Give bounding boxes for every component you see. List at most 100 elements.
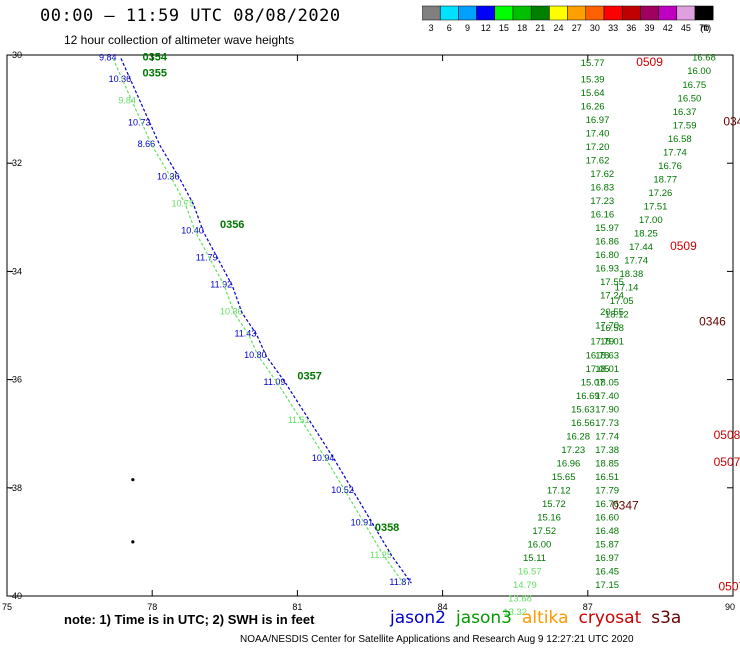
track-texture <box>112 58 404 584</box>
swh-value: 18.63 <box>595 350 619 361</box>
swh-value: 11.79 <box>196 253 218 263</box>
time-stamp: 0354 <box>143 51 168 63</box>
swh-value: 17.59 <box>673 120 697 131</box>
swh-value: 10.36 <box>109 74 132 84</box>
swh-value: 15.16 <box>537 513 561 524</box>
legend-entry-altika: altika <box>522 608 569 628</box>
time-stamp: 0346 <box>699 315 726 329</box>
swh-value: 10.94 <box>312 453 335 463</box>
time-stamp: 0345 <box>723 114 740 128</box>
time-stamp: 0347 <box>612 498 639 512</box>
swh-value: 16.86 <box>595 237 619 248</box>
swh-value: 17.14 <box>615 283 639 294</box>
swh-value: 11.87 <box>389 577 411 587</box>
time-stamp: 0509 <box>636 55 663 69</box>
swh-value: 18.38 <box>619 269 643 280</box>
swh-value: 18.77 <box>653 174 677 185</box>
footer-credit: NOAA/NESDIS Center for Satellite Applica… <box>240 634 634 645</box>
swh-value: 15.07 <box>581 377 605 388</box>
scale-tick-label: 30 <box>590 23 600 33</box>
legend-entry-cryosat: cryosat <box>578 608 642 628</box>
lat-tick-label: -34 <box>9 266 22 276</box>
swh-value: 18.12 <box>605 310 629 321</box>
scale-tick-label: 33 <box>608 23 618 33</box>
swh-value: 10.80 <box>244 350 267 360</box>
swh-value: 17.51 <box>644 201 668 212</box>
chart-subtitle: 12 hour collection of altimeter wave hei… <box>64 33 295 47</box>
swh-value: 18.85 <box>595 458 619 469</box>
swh-value: 17.38 <box>595 445 619 456</box>
wave-height-color-scale: 3 6 9 12 15 18 21 24 27 30 33 36 39 42 45 70(ft) <box>422 5 714 33</box>
swh-value: 18.01 <box>595 364 619 375</box>
swh-value: 16.93 <box>595 264 619 275</box>
scale-tick-label: 6 <box>447 23 452 33</box>
swh-value: 18.01 <box>600 337 624 348</box>
swh-value: 16.97 <box>595 553 619 564</box>
swh-value: 17.23 <box>590 196 614 207</box>
lat-tick-label: -36 <box>9 375 22 385</box>
swh-value: 10.91 <box>351 518 374 528</box>
swh-value: 10.40 <box>181 226 204 236</box>
scale-tick-label: 70 <box>699 23 709 33</box>
swh-value: 17.26 <box>649 188 673 199</box>
swh-value: 17.62 <box>586 155 610 166</box>
swh-value: 16.97 <box>586 115 610 126</box>
swh-value: 8.66 <box>138 139 156 149</box>
swh-value: 14.79 <box>513 580 537 591</box>
swh-value: 11.92 <box>210 280 232 290</box>
lon-tick-label: 75 <box>2 602 12 612</box>
swh-value: 16.96 <box>557 458 581 469</box>
swh-value: 15.39 <box>581 74 605 85</box>
swh-value: 16.76 <box>595 499 619 510</box>
swh-value: 15.63 <box>571 404 595 415</box>
swh-value: 15.97 <box>595 223 619 234</box>
scale-tick-label: 39 <box>644 23 654 33</box>
swh-value: 10.52 <box>331 485 354 495</box>
swh-value: 16.50 <box>678 93 702 104</box>
time-stamp: 0355 <box>143 68 167 80</box>
scale-tick-label: 3 <box>429 23 434 33</box>
lat-tick-label: -38 <box>9 483 22 493</box>
swh-value: 16.58 <box>668 134 692 145</box>
swh-value: 17.79 <box>595 486 619 497</box>
swh-value: 17.44 <box>629 242 653 253</box>
swh-value: 16.78 <box>586 350 610 361</box>
scale-tick-label: 24 <box>553 23 563 33</box>
scale-tick-label: 9 <box>465 23 470 33</box>
swh-value: 16.80 <box>595 250 619 261</box>
swh-value: 20.55 <box>600 307 624 318</box>
swh-value: 10.75 <box>172 198 195 208</box>
swh-value: 16.60 <box>595 513 619 524</box>
swh-value: 17.70 <box>595 321 619 332</box>
swh-value: 17.15 <box>595 580 619 591</box>
time-stamp: 0357 <box>297 371 321 383</box>
swh-value: 18.25 <box>634 229 658 240</box>
lat-tick-label: -32 <box>9 158 22 168</box>
data-point-marker <box>131 478 135 482</box>
swh-value: 17.90 <box>595 404 619 415</box>
swh-value: 11.09 <box>264 377 286 387</box>
swh-value: 13.32 <box>503 607 527 618</box>
scale-tick-label: 45 <box>681 23 691 33</box>
swh-value: 17.73 <box>595 418 619 429</box>
swh-value: 16.26 <box>581 101 605 112</box>
swh-value: 16.51 <box>595 472 619 483</box>
swh-value: 17.40 <box>586 128 610 139</box>
swh-value: 18.05 <box>595 377 619 388</box>
swh-value: 16.00 <box>528 540 552 551</box>
swh-value: 17.74 <box>624 256 648 267</box>
swh-value: 16.48 <box>595 526 619 537</box>
swh-value: 15.77 <box>581 58 605 69</box>
lon-tick-label: 78 <box>147 602 157 612</box>
swh-value: 16.68 <box>692 53 716 64</box>
swh-value: 16.75 <box>682 80 706 91</box>
swh-value: 17.79 <box>590 337 614 348</box>
time-stamp: 0507 <box>714 455 740 469</box>
footer-note: note: 1) Time is in UTC; 2) SWH is in fe… <box>64 612 315 627</box>
scale-tick-label: 12 <box>481 23 491 33</box>
swh-value: 17.05 <box>610 296 634 307</box>
scale-tick-label: 21 <box>535 23 545 33</box>
lon-tick-label: 87 <box>583 602 593 612</box>
swh-value: 16.58 <box>600 323 624 334</box>
